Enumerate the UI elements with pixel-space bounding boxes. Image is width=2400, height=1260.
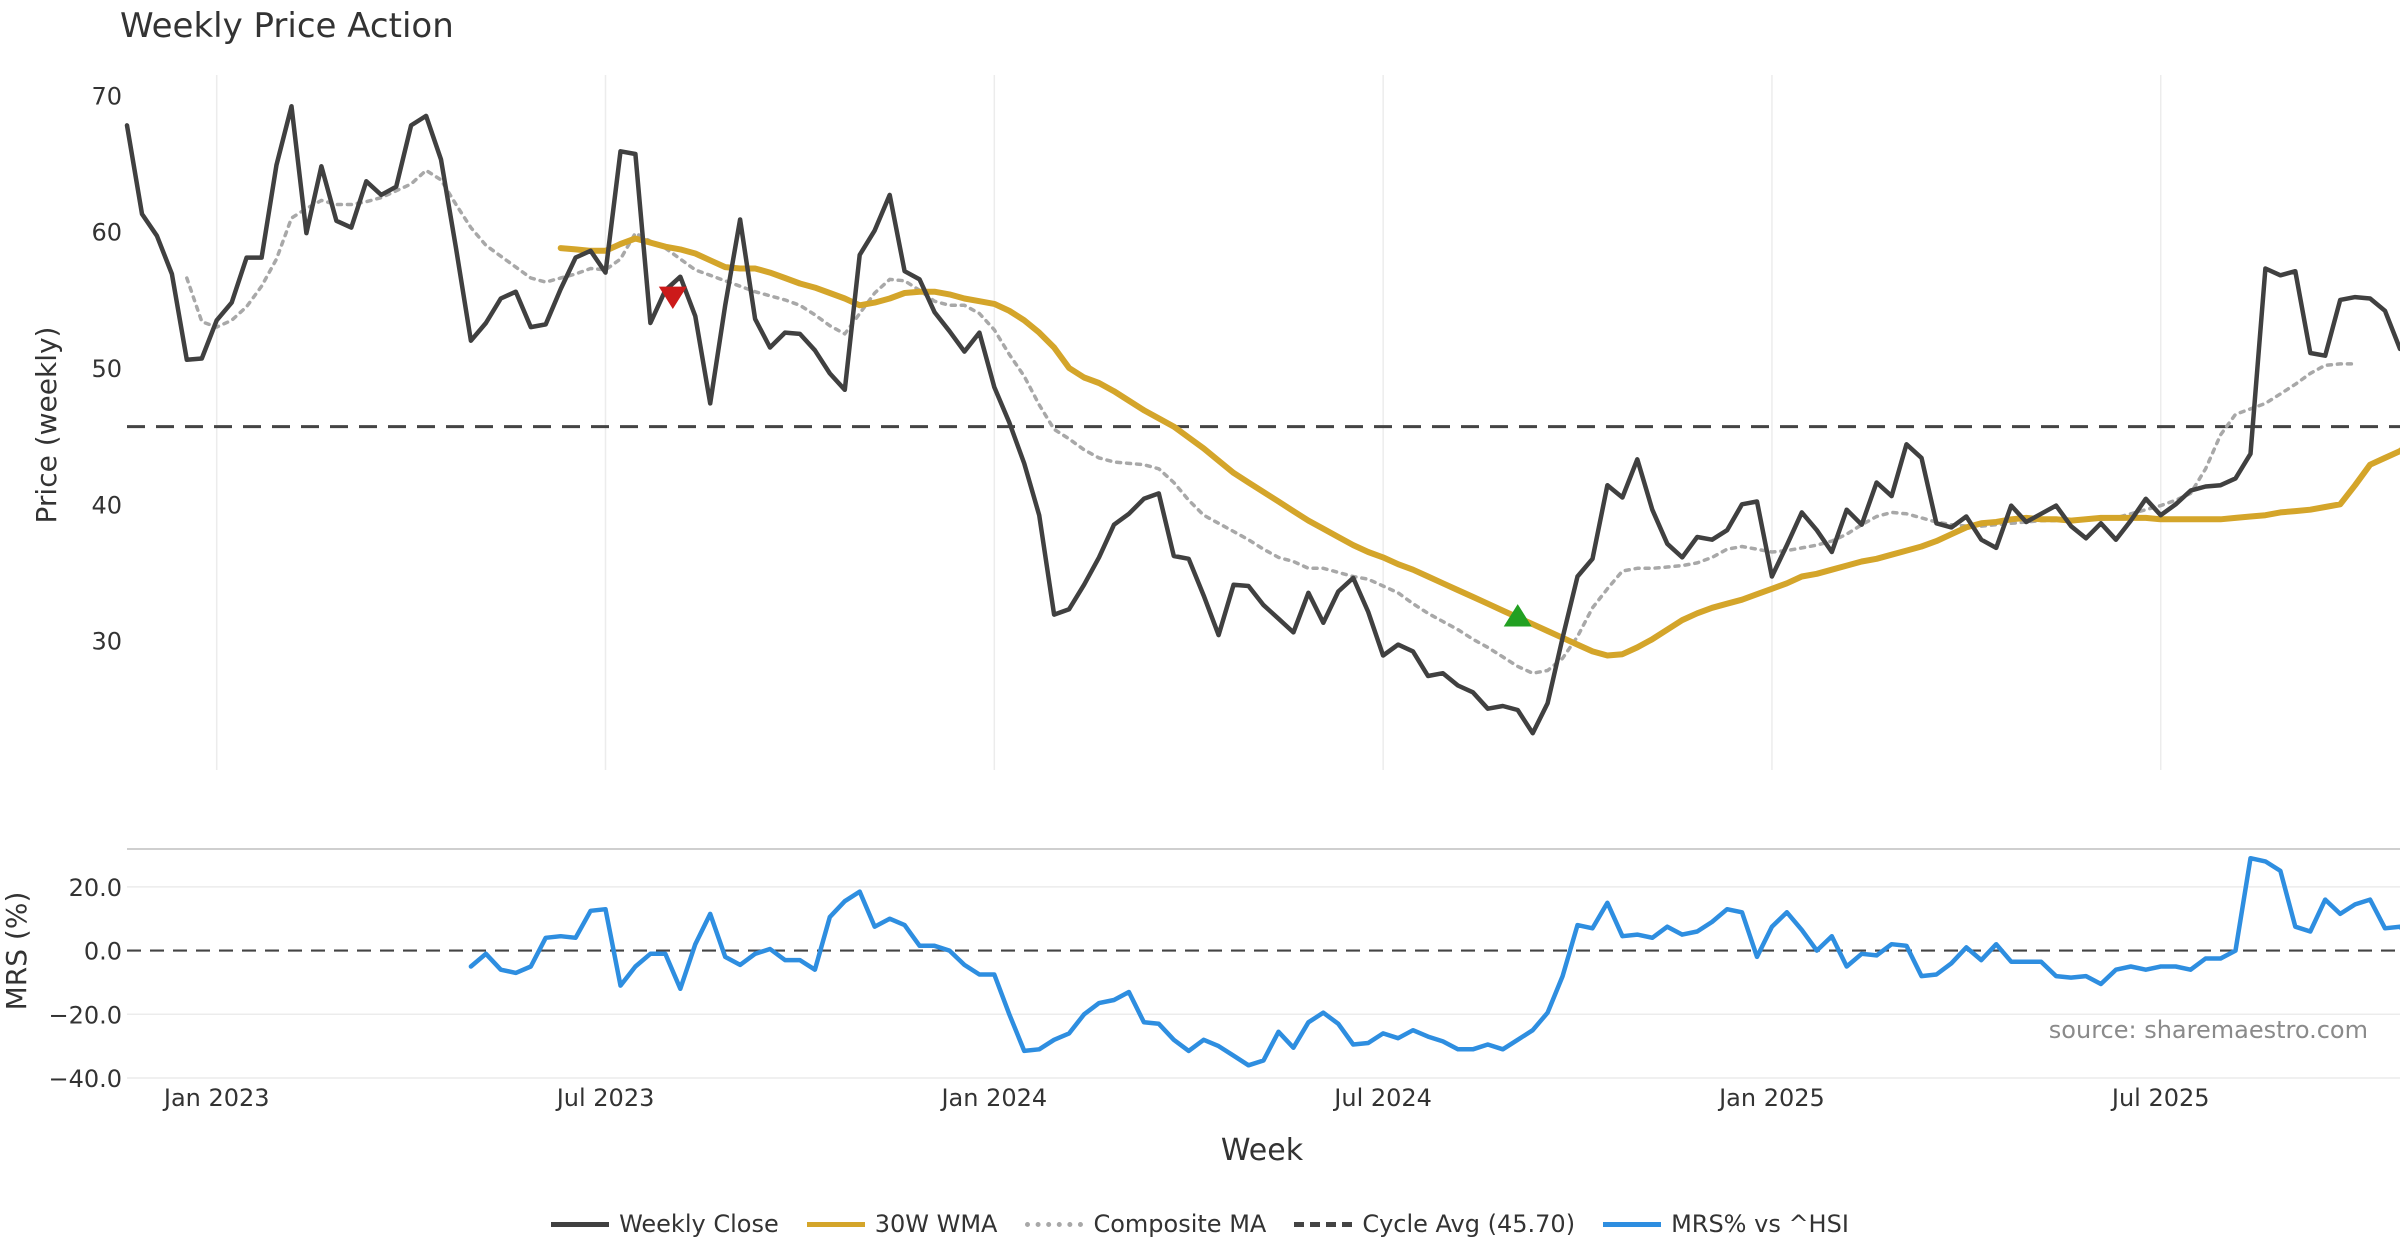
signal-markers: [658, 286, 1532, 627]
legend-swatch: [1025, 1221, 1084, 1227]
weekly-close-line: [124, 104, 2400, 736]
price-y-tick-label: 40: [91, 491, 122, 519]
price-y-tick-label: 60: [91, 219, 122, 247]
legend-item: 30W WMA: [806, 1210, 998, 1238]
wma-30w-line: [557, 235, 2400, 659]
legend-swatch: [1294, 1221, 1353, 1227]
legend-swatch: [1603, 1221, 1662, 1227]
mrs-axis-label: MRS (%): [0, 892, 33, 1011]
legend-swatch: [551, 1221, 610, 1227]
grid-layer: [127, 75, 2400, 1079]
source-note: source: sharemaestro.com: [2048, 1016, 2368, 1044]
legend-label: MRS% vs ^HSI: [1671, 1210, 1849, 1238]
x-tick-label: Jan 2025: [1717, 1084, 1825, 1112]
reference-lines: [127, 425, 2400, 952]
price-y-tick-label: 50: [91, 355, 122, 383]
legend-label: Composite MA: [1093, 1210, 1267, 1238]
legend-label: 30W WMA: [874, 1210, 998, 1238]
mrs-y-tick-label: −20.0: [48, 1001, 122, 1029]
legend-item: MRS% vs ^HSI: [1603, 1210, 1849, 1238]
legend-label: Cycle Avg (45.70): [1362, 1210, 1576, 1238]
mrs-line: [468, 855, 2400, 1068]
price-y-tick-label: 70: [91, 82, 122, 110]
chart-title: Weekly Price Action: [120, 6, 454, 46]
axis-tick-labels: Jan 2023 Jul 2023 Jan 2024 Jul 2024 Jan 2025…: [48, 82, 2209, 1112]
legend-item: Weekly Close: [551, 1210, 779, 1238]
price-y-tick-label: 30: [91, 628, 122, 656]
x-tick-label: Jul 2025: [2110, 1084, 2210, 1112]
legend-item: Composite MA: [1025, 1210, 1266, 1238]
composite-ma-line: [185, 168, 2357, 675]
sell-signal-marker: [658, 286, 687, 310]
x-tick-label: Jul 2023: [555, 1084, 655, 1112]
series-layer: [124, 104, 2400, 1068]
mrs-y-tick-label: −40.0: [48, 1065, 122, 1093]
x-tick-label: Jul 2024: [1332, 1084, 1432, 1112]
x-tick-label: Jan 2023: [162, 1084, 270, 1112]
mrs-y-tick-label: 20.0: [69, 874, 122, 902]
legend-item: Cycle Avg (45.70): [1294, 1210, 1575, 1238]
x-tick-label: Jan 2024: [939, 1084, 1047, 1112]
price-axis-label: Price (weekly): [30, 327, 63, 524]
legend-swatch: [806, 1221, 865, 1227]
chart-legend: Weekly Close 30W WMA Composite MA Cycle Avg…: [0, 1210, 2400, 1238]
legend-label: Weekly Close: [619, 1210, 779, 1238]
x-axis-label: Week: [1221, 1133, 1304, 1168]
mrs-y-tick-label: 0.0: [84, 938, 122, 966]
buy-signal-marker: [1503, 604, 1532, 627]
